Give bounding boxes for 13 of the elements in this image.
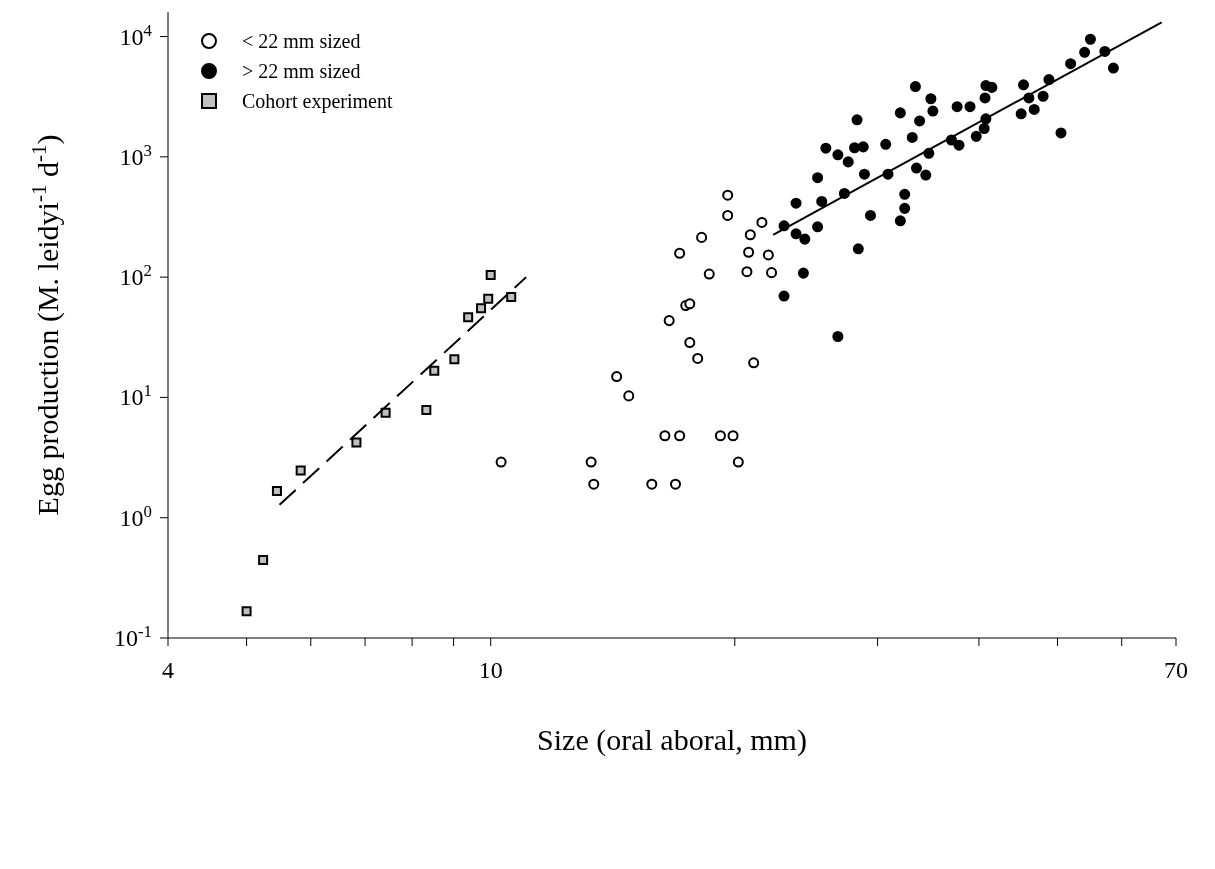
legend-label: Cohort experiment [242,89,393,113]
x-axis-title: Size (oral aboral, mm) [537,723,807,757]
y-tick-label: 10$^{0}$ [119,501,152,531]
legend-label: < 22 mm sized [242,29,361,53]
x-tick-label: 70 [1164,657,1188,683]
x-tick-label: 4 [162,657,174,683]
x-tick-label: 10 [478,657,503,683]
y-tick-label: 10$^{4}$ [119,20,153,50]
legend-label: > 22 mm sized [242,59,361,83]
y-tick-label: 10$^{1}$ [119,380,152,411]
y-tick-label: 10$^{-1}$ [114,621,152,651]
y-tick-label: 10$^{2}$ [119,260,152,291]
y-tick-label: 10$^{3}$ [119,140,152,170]
